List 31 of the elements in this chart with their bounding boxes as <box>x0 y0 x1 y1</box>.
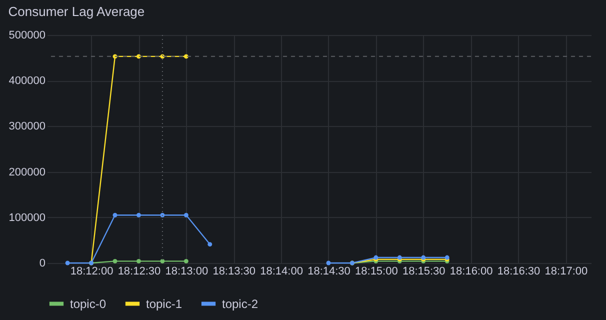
x-tick-label: 18:15:00 <box>355 266 398 278</box>
x-tick-label: 18:16:30 <box>497 266 540 278</box>
point <box>136 212 141 218</box>
y-tick-label: 200000 <box>8 166 46 178</box>
x-tick-label: 18:17:00 <box>544 266 588 278</box>
x-tick-label: 18:12:30 <box>118 266 161 278</box>
x-tick-label: 18:13:30 <box>212 266 256 278</box>
chart-title: Consumer Lag Average <box>8 4 145 19</box>
x-tick-label: 18:14:30 <box>308 266 350 278</box>
point <box>184 212 188 218</box>
point <box>184 258 188 264</box>
y-tick-label: 100000 <box>8 212 46 224</box>
y-tick-label: 500000 <box>8 30 46 42</box>
x-tick-label: 18:12:00 <box>70 266 114 278</box>
x-tick-label: 18:14:00 <box>260 266 303 278</box>
point <box>112 212 118 218</box>
y-tick-label: 300000 <box>8 120 46 133</box>
point <box>136 258 141 264</box>
point <box>65 260 70 266</box>
y-tick-label: 0 <box>39 258 46 270</box>
point <box>112 258 118 264</box>
y-tick-label: 400000 <box>8 75 46 88</box>
point <box>160 258 165 264</box>
legend-label: topic-2 <box>222 296 258 311</box>
point <box>208 242 212 247</box>
x-tick-label: 18:16:00 <box>450 266 493 278</box>
legend-label: topic-1 <box>146 296 182 311</box>
point <box>326 260 331 266</box>
x-tick-label: 18:15:30 <box>402 266 446 278</box>
legend-label: topic-0 <box>70 296 106 311</box>
x-tick-label: 18:13:00 <box>165 266 208 278</box>
